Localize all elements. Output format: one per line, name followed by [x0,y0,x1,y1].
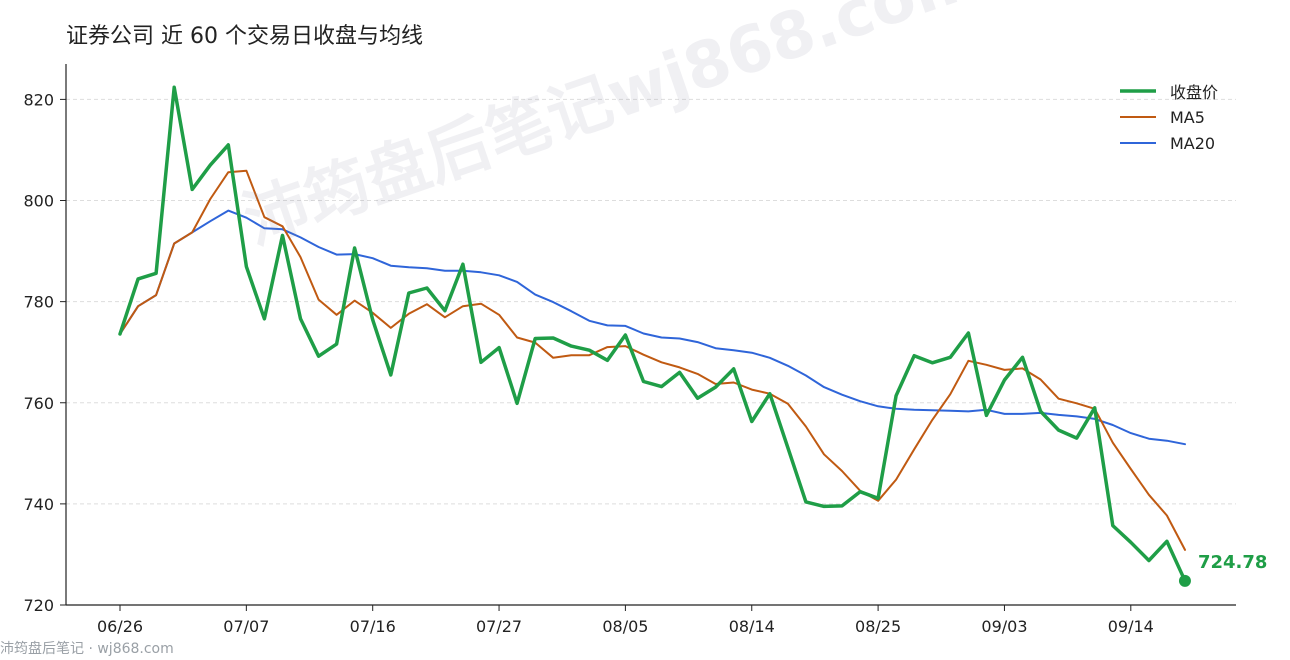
y-tick-label: 760 [23,394,54,413]
x-tick-label: 06/26 [97,617,143,636]
last-close-label: 724.78 [1198,552,1267,573]
legend-label-close: 收盘价 [1170,83,1219,102]
tick-labels: 720 740 760 780 800 820 06/26 07/07 07/16 07/27 08… [23,90,1267,636]
series-line-ma5 [119,169,1186,551]
legend-item-ma20: MA20 [1120,130,1218,156]
last-close-point [1178,574,1191,587]
x-tick-label: 09/14 [1108,617,1154,636]
axes [60,64,1236,611]
series-line-close [118,85,1187,583]
legend-label-ma20: MA20 [1170,133,1216,153]
grid-lines [66,98,1236,505]
y-tick-label: 780 [23,293,54,312]
legend-label-ma5: MA5 [1170,107,1205,127]
x-tick-label: 07/27 [476,617,522,636]
series-line-ma20 [119,209,1186,446]
x-tick-label: 08/05 [602,617,648,636]
y-tick-label: 720 [23,596,54,615]
footer-credit: 沛筠盘后笔记 · wj868.com [0,641,174,657]
legend-item-ma5: MA5 [1120,104,1218,130]
legend-swatch-close [1120,89,1156,93]
legend-swatch-ma20 [1120,142,1156,144]
x-tick-label: 08/25 [855,617,901,636]
series-lines [118,85,1191,587]
legend-item-close: 收盘价 [1120,78,1218,104]
y-tick-label: 740 [23,495,54,514]
legend: 收盘价 MA5 MA20 [1120,78,1218,156]
y-tick-label: 820 [23,90,54,109]
chart-title: 证券公司 近 60 个交易日收盘与均线 [66,24,423,49]
x-tick-label: 08/14 [729,617,775,636]
legend-swatch-ma5 [1120,116,1156,118]
y-tick-label: 800 [23,192,54,211]
x-tick-label: 09/03 [981,617,1027,636]
x-tick-label: 07/16 [350,617,396,636]
x-tick-label: 07/07 [223,617,269,636]
